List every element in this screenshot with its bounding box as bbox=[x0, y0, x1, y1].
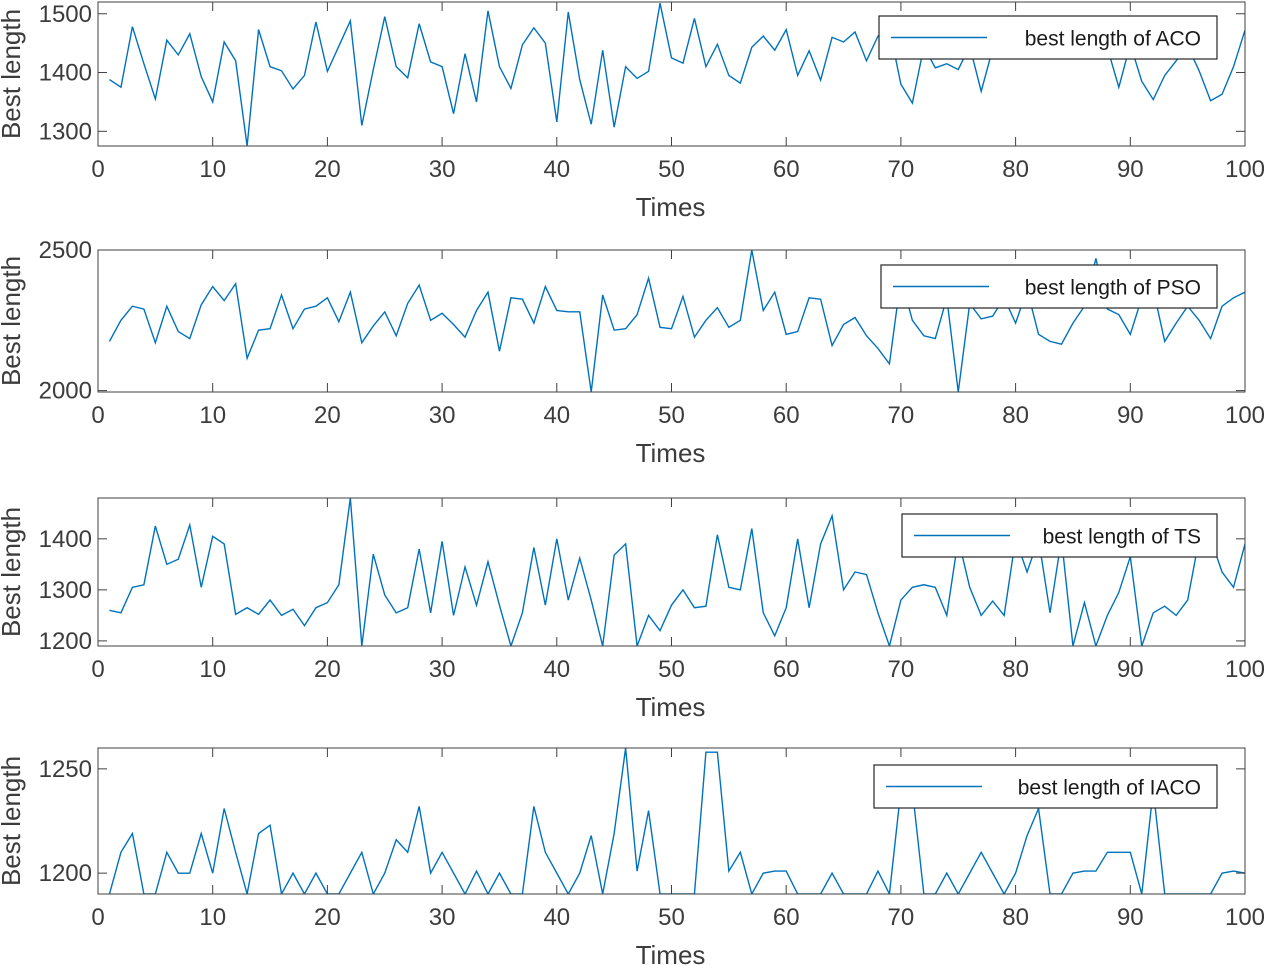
x-tick-label: 50 bbox=[658, 904, 685, 931]
y-tick-label: 1250 bbox=[39, 756, 92, 783]
x-tick-label: 80 bbox=[1002, 904, 1029, 931]
x-tick-label: 80 bbox=[1002, 656, 1029, 683]
y-tick-label: 1300 bbox=[39, 577, 92, 604]
x-tick-label: 30 bbox=[429, 156, 456, 183]
y-tick-label: 1400 bbox=[39, 60, 92, 87]
subplot-3: 0 10 20 30 40 50 60 70 80 90 100 1200 1300 1400 Times B… bbox=[0, 497, 1265, 722]
y-tick-label: 1400 bbox=[39, 526, 92, 553]
series-line bbox=[108, 250, 1245, 392]
x-tick-label: 60 bbox=[773, 156, 800, 183]
x-tick-label: 20 bbox=[314, 156, 341, 183]
x-tick-label: 40 bbox=[543, 402, 570, 429]
series-line bbox=[108, 748, 1245, 894]
x-tick-label: 90 bbox=[1117, 156, 1144, 183]
x-tick-label: 10 bbox=[199, 656, 226, 683]
y-axis-label: Best length bbox=[0, 507, 26, 637]
x-tick-label: 20 bbox=[314, 904, 341, 931]
subplot-4: 0 10 20 30 40 50 60 70 80 90 100 1200 1250 Times Best … bbox=[0, 747, 1265, 965]
x-tick-label: 10 bbox=[199, 156, 226, 183]
legend: best length of ACO bbox=[878, 15, 1218, 60]
y-tick-label: 2500 bbox=[39, 237, 92, 264]
x-tick-label: 70 bbox=[888, 656, 915, 683]
x-tick-label: 70 bbox=[888, 156, 915, 183]
x-tick-label: 60 bbox=[773, 402, 800, 429]
x-tick-label: 0 bbox=[91, 402, 104, 429]
y-tick-label: 2000 bbox=[39, 378, 92, 405]
x-tick-label: 100 bbox=[1225, 656, 1265, 683]
x-tick-label: 70 bbox=[888, 904, 915, 931]
x-tick-label: 10 bbox=[199, 904, 226, 931]
x-tick-label: 80 bbox=[1002, 402, 1029, 429]
y-axis-label: Best length bbox=[0, 756, 26, 886]
series-line bbox=[109, 498, 1245, 646]
legend: best length of PSO bbox=[880, 264, 1218, 309]
y-axis-label: Best length bbox=[0, 9, 26, 139]
x-axis-label: Times bbox=[636, 192, 706, 222]
x-tick-label: 40 bbox=[543, 904, 570, 931]
legend: best length of IACO bbox=[873, 764, 1218, 809]
y-tick-label: 1300 bbox=[39, 118, 92, 145]
x-tick-label: 60 bbox=[773, 904, 800, 931]
x-tick-label: 0 bbox=[91, 156, 104, 183]
subplot-2: 0 10 20 30 40 50 60 70 80 90 100 2000 2500 Times Best … bbox=[0, 237, 1265, 468]
x-tick-label: 50 bbox=[658, 656, 685, 683]
x-tick-label: 100 bbox=[1225, 904, 1265, 931]
x-tick-label: 40 bbox=[543, 656, 570, 683]
x-tick-label: 40 bbox=[543, 156, 570, 183]
legend-label: best length of IACO bbox=[1018, 777, 1201, 800]
legend-label: best length of TS bbox=[1043, 526, 1201, 549]
x-tick-label: 30 bbox=[429, 904, 456, 931]
x-tick-label: 90 bbox=[1117, 904, 1144, 931]
x-tick-label: 90 bbox=[1117, 656, 1144, 683]
x-tick-label: 60 bbox=[773, 656, 800, 683]
x-tick-label: 100 bbox=[1225, 156, 1265, 183]
x-tick-label: 50 bbox=[658, 402, 685, 429]
x-tick-label: 50 bbox=[658, 156, 685, 183]
x-tick-label: 0 bbox=[91, 656, 104, 683]
x-tick-label: 0 bbox=[91, 904, 104, 931]
legend-label: best length of PSO bbox=[1025, 277, 1201, 300]
x-tick-label: 80 bbox=[1002, 156, 1029, 183]
x-tick-label: 30 bbox=[429, 402, 456, 429]
x-tick-label: 10 bbox=[199, 402, 226, 429]
x-tick-label: 90 bbox=[1117, 402, 1144, 429]
x-tick-label: 100 bbox=[1225, 402, 1265, 429]
y-axis-label: Best length bbox=[0, 256, 26, 386]
x-tick-label: 20 bbox=[314, 402, 341, 429]
x-axis-label: Times bbox=[636, 692, 706, 722]
legend-label: best length of ACO bbox=[1025, 28, 1201, 51]
x-axis-label: Times bbox=[636, 438, 706, 468]
subplot-1: 0 10 20 30 40 50 60 70 80 90 100 1300 1400 1500 Times B… bbox=[0, 1, 1265, 222]
y-tick-label: 1500 bbox=[39, 1, 92, 28]
x-tick-label: 70 bbox=[888, 402, 915, 429]
y-tick-label: 1200 bbox=[39, 860, 92, 887]
x-tick-label: 20 bbox=[314, 656, 341, 683]
y-tick-label: 1200 bbox=[39, 628, 92, 655]
legend: best length of TS bbox=[901, 513, 1218, 558]
x-axis-label: Times bbox=[636, 940, 706, 965]
x-tick-label: 30 bbox=[429, 656, 456, 683]
